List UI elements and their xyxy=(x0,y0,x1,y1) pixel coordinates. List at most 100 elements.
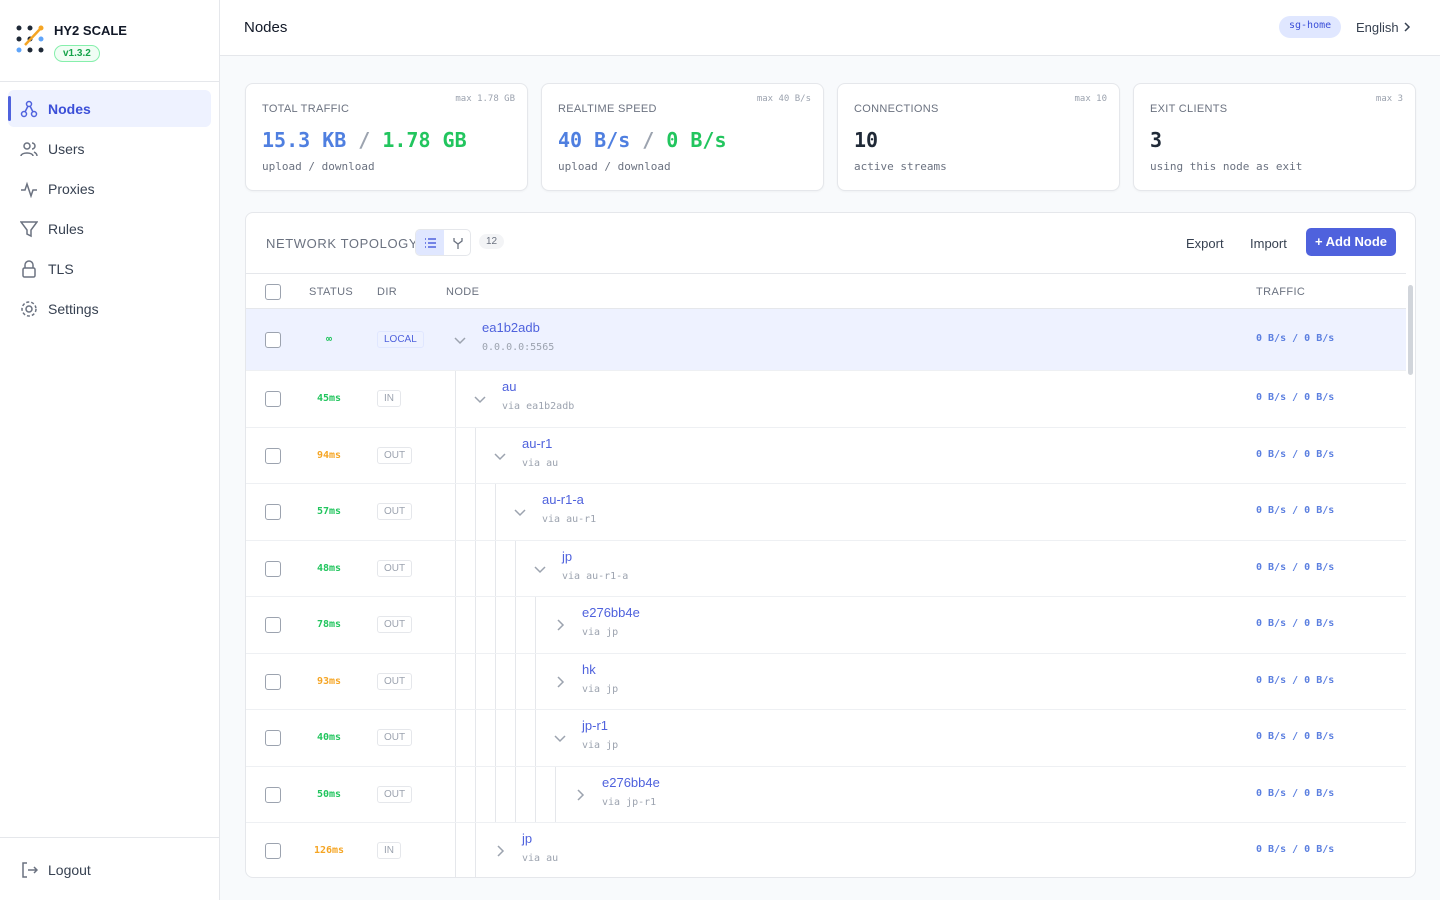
row-checkbox[interactable] xyxy=(265,786,281,803)
nav-label: Proxies xyxy=(48,180,95,197)
expand-toggle[interactable] xyxy=(494,845,506,857)
node-row[interactable]: 50ms OUT e276bb4e via jp-r1 0 B/s / 0 B/s xyxy=(246,766,1406,823)
node-name[interactable]: au xyxy=(502,379,517,395)
node-name[interactable]: e276bb4e xyxy=(582,605,640,621)
expand-toggle[interactable] xyxy=(454,334,466,346)
import-button[interactable]: Import xyxy=(1250,236,1287,251)
tree-guide xyxy=(455,371,456,427)
expand-toggle[interactable] xyxy=(554,619,566,631)
logout-label: Logout xyxy=(48,861,91,878)
add-node-button[interactable]: + Add Node xyxy=(1306,228,1396,256)
node-name[interactable]: hk xyxy=(582,661,596,677)
node-subtitle: via ea1b2adb xyxy=(502,401,575,413)
node-name[interactable]: jp-r1 xyxy=(582,718,609,734)
row-checkbox[interactable] xyxy=(265,504,281,521)
direction-badge: OUT xyxy=(377,559,413,577)
tree-guide xyxy=(515,766,516,822)
traffic: 0 B/s / 0 B/s xyxy=(1256,787,1335,799)
node-subtitle: 0.0.0.0:5565 xyxy=(482,342,555,353)
tree-guide xyxy=(495,540,496,596)
column-header: TRAFFIC xyxy=(1256,286,1306,298)
node-count: 12 xyxy=(479,234,505,249)
row-checkbox[interactable] xyxy=(265,843,281,860)
export-button[interactable]: Export xyxy=(1186,236,1224,251)
direction-badge: OUT xyxy=(377,729,413,747)
expand-toggle[interactable] xyxy=(554,676,566,688)
tree-guide xyxy=(495,484,496,540)
expand-toggle[interactable] xyxy=(574,789,586,801)
logout-button[interactable]: Logout xyxy=(8,851,211,888)
traffic: 0 B/s / 0 B/s xyxy=(1256,392,1335,404)
tree-guide xyxy=(495,653,496,709)
nav-label: TLS xyxy=(48,260,74,277)
expand-toggle[interactable] xyxy=(494,450,506,462)
panel-title: NETWORK TOPOLOGY xyxy=(266,236,419,251)
status: ∞ xyxy=(325,334,333,345)
expand-toggle[interactable] xyxy=(474,393,486,405)
nav-item[interactable]: Users xyxy=(8,130,211,167)
node-name[interactable]: jp xyxy=(522,831,533,847)
row-checkbox[interactable] xyxy=(265,730,281,747)
stat-value: 40 B/s / 0 B/s xyxy=(558,128,727,152)
stat-card: CONNECTIONS max 10 10 active streams xyxy=(837,83,1120,191)
graph-view-button[interactable] xyxy=(444,230,471,256)
node-row[interactable]: 45ms IN au via ea1b2adb 0 B/s / 0 B/s xyxy=(246,371,1406,428)
node-row[interactable]: 78ms OUT e276bb4e via jp 0 B/s / 0 B/s xyxy=(246,597,1406,654)
table-body: ∞ LOCAL ea1b2adb 0.0.0.0:5565 0 B/s / 0 B/s 4… xyxy=(246,309,1406,877)
nav-item[interactable]: Settings xyxy=(8,290,211,327)
node-name[interactable]: e276bb4e xyxy=(602,774,660,790)
row-checkbox[interactable] xyxy=(265,617,281,634)
direction-badge: OUT xyxy=(377,503,413,521)
divider xyxy=(0,837,219,838)
upload-value: 15.3 KB xyxy=(262,128,347,152)
list-view-button[interactable] xyxy=(416,230,444,256)
nav-item[interactable]: Proxies xyxy=(8,170,211,207)
nav-item[interactable]: Nodes xyxy=(8,90,211,127)
tree-guide xyxy=(515,710,516,766)
status: 94ms xyxy=(316,449,342,461)
traffic: 0 B/s / 0 B/s xyxy=(1256,844,1335,856)
language-label: English xyxy=(1356,20,1399,35)
expand-toggle[interactable] xyxy=(554,732,566,744)
nav-item[interactable]: TLS xyxy=(8,250,211,287)
nav-item[interactable]: Rules xyxy=(8,210,211,247)
node-row[interactable]: 126ms IN jp via au 0 B/s / 0 B/s xyxy=(246,823,1406,877)
stat-caption: upload / download xyxy=(558,160,671,173)
node-row[interactable]: 93ms OUT hk via jp 0 B/s / 0 B/s xyxy=(246,653,1406,710)
node-row[interactable]: 57ms OUT au-r1-a via au-r1 0 B/s / 0 B/s xyxy=(246,484,1406,541)
sidebar: HY2 SCALE v1.3.2 Nodes Users Proxies Rul… xyxy=(0,0,220,900)
download-value: 1.78 GB xyxy=(382,128,467,152)
row-checkbox[interactable] xyxy=(265,332,281,348)
status: 48ms xyxy=(316,562,342,574)
expand-toggle[interactable] xyxy=(534,563,546,575)
node-row[interactable]: 40ms OUT jp-r1 via jp 0 B/s / 0 B/s xyxy=(246,710,1406,767)
row-checkbox[interactable] xyxy=(265,447,281,464)
node-row[interactable]: 94ms OUT au-r1 via au 0 B/s / 0 B/s xyxy=(246,427,1406,484)
node-name[interactable]: au-r1-a xyxy=(542,492,584,508)
tree-guide xyxy=(535,710,536,766)
node-row[interactable]: 48ms OUT jp via au-r1-a 0 B/s / 0 B/s xyxy=(246,540,1406,597)
row-checkbox[interactable] xyxy=(265,673,281,690)
node-name[interactable]: ea1b2adb xyxy=(482,320,540,335)
tree-guide xyxy=(515,540,516,596)
stat-value: 10 xyxy=(854,128,878,152)
node-name[interactable]: au-r1 xyxy=(522,435,553,451)
direction-badge: OUT xyxy=(377,785,413,803)
tree-guide xyxy=(475,484,476,540)
traffic: 0 B/s / 0 B/s xyxy=(1256,731,1335,743)
logo xyxy=(16,25,44,53)
language-select[interactable]: English xyxy=(1356,20,1412,35)
tree-guide xyxy=(455,653,456,709)
stat-caption: using this node as exit xyxy=(1150,160,1303,173)
status: 93ms xyxy=(316,675,342,687)
node-subtitle: via jp xyxy=(582,627,619,639)
expand-toggle[interactable] xyxy=(514,506,526,518)
node-row[interactable]: ∞ LOCAL ea1b2adb 0.0.0.0:5565 0 B/s / 0 B/s xyxy=(246,309,1406,371)
row-checkbox[interactable] xyxy=(265,391,281,408)
select-all-checkbox[interactable] xyxy=(265,284,281,300)
view-toggle xyxy=(415,229,471,256)
row-checkbox[interactable] xyxy=(265,560,281,577)
node-badge[interactable]: sg-home xyxy=(1279,16,1342,38)
node-name[interactable]: jp xyxy=(562,548,573,564)
